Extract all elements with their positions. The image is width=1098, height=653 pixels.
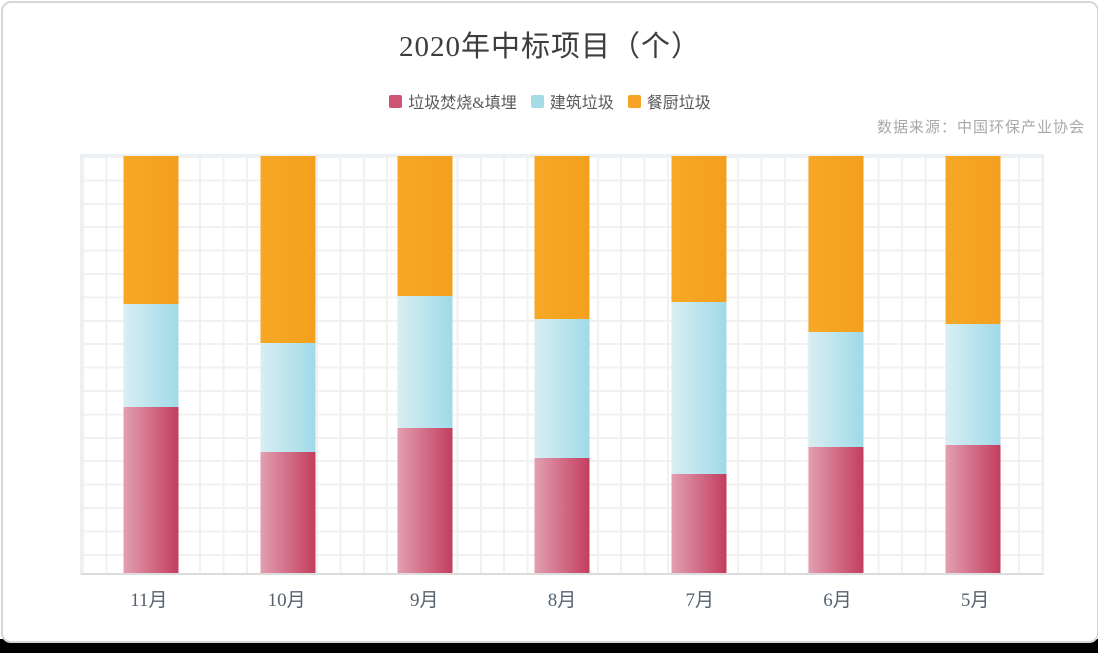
x-axis-label: 8月 <box>547 590 577 611</box>
legend-swatch-orange <box>627 94 641 108</box>
stacked-bar <box>945 156 1001 573</box>
stacked-bar <box>397 156 453 573</box>
chart-title: 2020年中标项目（个） <box>398 31 701 63</box>
legend-item-kitchen-waste: 餐厨垃圾 <box>627 89 711 113</box>
bar-segment <box>808 447 864 573</box>
bar-segment <box>260 452 316 573</box>
bar-segment <box>671 473 727 573</box>
bar-segment <box>945 156 1001 324</box>
bar-segment <box>123 303 179 407</box>
x-axis-label: 6月 <box>823 590 852 611</box>
stacked-bar <box>808 156 864 573</box>
bar-column <box>82 156 219 573</box>
bar-segment <box>397 428 453 573</box>
bar-segment <box>397 295 453 429</box>
stacked-bar <box>123 156 179 573</box>
bar-segment <box>123 156 179 304</box>
legend-label: 餐厨垃圾 <box>646 95 711 112</box>
bar-segment <box>123 406 179 573</box>
stacked-bar <box>534 156 590 573</box>
x-axis-label: 5月 <box>960 590 990 611</box>
chart-plot-area <box>80 154 1044 575</box>
bar-segment <box>671 156 727 302</box>
legend-item-construction-waste: 建筑垃圾 <box>530 89 614 113</box>
x-axis-label: 9月 <box>410 590 439 611</box>
legend-swatch-blue <box>530 94 544 108</box>
bar-segment <box>945 445 1001 573</box>
bar-segment <box>534 319 590 458</box>
data-source-note: 数据来源：中国环保产业协会 <box>876 120 1085 136</box>
bar-segment <box>671 301 727 474</box>
legend-swatch-pink <box>389 94 403 108</box>
bar-column <box>905 156 1042 573</box>
bar-segment <box>260 343 316 453</box>
x-axis-label: 11月 <box>130 590 168 611</box>
bar-segment <box>534 156 590 320</box>
bar-segment <box>397 156 453 296</box>
chart-legend: 垃圾焚烧&填埋 建筑垃圾 餐厨垃圾 <box>3 89 1097 113</box>
bar-segment <box>534 457 590 573</box>
bar-column <box>768 156 905 573</box>
bar-column <box>219 156 356 573</box>
legend-label: 建筑垃圾 <box>549 95 614 112</box>
x-axis-label: 7月 <box>685 590 714 611</box>
x-axis-label: 10月 <box>267 590 306 611</box>
bar-segment <box>808 156 864 332</box>
bar-column <box>493 156 630 573</box>
legend-item-incineration-landfill: 垃圾焚烧&填埋 <box>389 89 517 113</box>
bar-column <box>631 156 768 573</box>
bar-segment <box>808 331 864 448</box>
stacked-bar <box>260 156 316 573</box>
x-axis-labels: 11月 10月 9月 8月 7月 6月 5月 <box>80 585 1044 612</box>
bar-column <box>356 156 493 573</box>
legend-label: 垃圾焚烧&填埋 <box>408 95 517 112</box>
bar-segment <box>260 156 316 344</box>
bars-row <box>82 156 1042 573</box>
stacked-bar <box>671 156 727 573</box>
bar-segment <box>945 323 1001 446</box>
